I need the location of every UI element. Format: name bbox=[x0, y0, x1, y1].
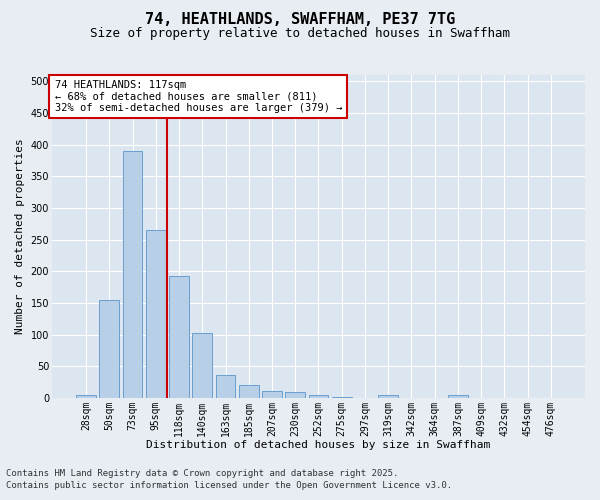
Bar bbox=[122, 151, 142, 398]
Bar bbox=[262, 392, 282, 398]
Bar bbox=[286, 392, 305, 398]
Bar bbox=[239, 385, 259, 398]
Text: Contains HM Land Registry data © Crown copyright and database right 2025.: Contains HM Land Registry data © Crown c… bbox=[6, 468, 398, 477]
Bar bbox=[332, 396, 352, 398]
Bar bbox=[169, 276, 189, 398]
Bar bbox=[379, 394, 398, 398]
Bar bbox=[76, 394, 96, 398]
X-axis label: Distribution of detached houses by size in Swaffham: Distribution of detached houses by size … bbox=[146, 440, 491, 450]
Bar bbox=[100, 300, 119, 398]
Bar bbox=[448, 394, 468, 398]
Text: 74, HEATHLANDS, SWAFFHAM, PE37 7TG: 74, HEATHLANDS, SWAFFHAM, PE37 7TG bbox=[145, 12, 455, 28]
Text: Contains public sector information licensed under the Open Government Licence v3: Contains public sector information licen… bbox=[6, 481, 452, 490]
Text: Size of property relative to detached houses in Swaffham: Size of property relative to detached ho… bbox=[90, 28, 510, 40]
Bar bbox=[193, 333, 212, 398]
Bar bbox=[308, 394, 328, 398]
Y-axis label: Number of detached properties: Number of detached properties bbox=[15, 138, 25, 334]
Bar bbox=[146, 230, 166, 398]
Text: 74 HEATHLANDS: 117sqm
← 68% of detached houses are smaller (811)
32% of semi-det: 74 HEATHLANDS: 117sqm ← 68% of detached … bbox=[55, 80, 342, 113]
Bar bbox=[215, 375, 235, 398]
